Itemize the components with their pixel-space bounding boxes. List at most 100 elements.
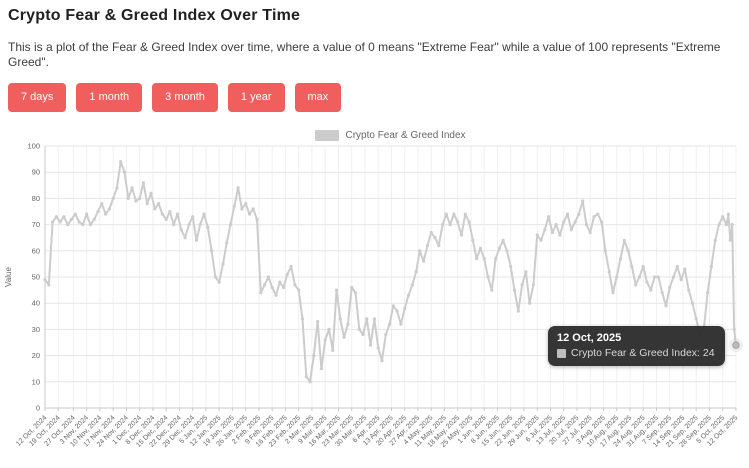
- data-point-marker: [698, 333, 702, 337]
- last-point-marker[interactable]: [732, 341, 740, 350]
- data-point-marker: [463, 212, 467, 216]
- data-point-marker: [300, 317, 305, 321]
- data-point-marker: [721, 215, 725, 219]
- data-point-marker: [584, 223, 589, 227]
- data-point-marker: [331, 348, 335, 353]
- legend-swatch-icon: [315, 130, 340, 142]
- data-point-marker: [607, 270, 611, 274]
- y-tick-label: 80: [32, 194, 40, 203]
- data-point-marker: [251, 207, 255, 211]
- range-button-1-month[interactable]: 1 month: [76, 83, 143, 113]
- data-point-marker: [726, 212, 731, 216]
- data-point-marker: [501, 238, 505, 243]
- data-point-marker: [293, 283, 297, 287]
- data-point-marker: [592, 215, 596, 219]
- data-point-marker: [558, 233, 562, 237]
- data-point-marker: [66, 223, 70, 227]
- range-button-7-days[interactable]: 7 days: [8, 83, 67, 113]
- data-point-marker: [728, 238, 732, 243]
- range-button-max[interactable]: max: [294, 83, 342, 113]
- data-point-marker: [376, 346, 380, 350]
- data-point-marker: [709, 265, 714, 269]
- data-point-marker: [730, 223, 734, 227]
- data-point-marker: [69, 217, 74, 222]
- data-point-marker: [149, 191, 153, 195]
- data-point-marker: [565, 212, 570, 216]
- data-point-marker: [520, 283, 524, 287]
- data-point-marker: [425, 244, 429, 248]
- data-point-marker: [217, 280, 221, 284]
- data-point-marker: [403, 306, 407, 311]
- data-point-marker: [266, 275, 270, 279]
- legend-label: Crypto Fear & Greed Index: [345, 130, 466, 142]
- data-point-marker: [270, 286, 274, 290]
- data-point-marker: [81, 223, 85, 227]
- data-point-marker: [228, 223, 233, 227]
- data-point-marker: [353, 291, 358, 295]
- data-point-marker: [543, 228, 547, 232]
- data-point-marker: [395, 309, 399, 313]
- y-tick-label: 90: [32, 168, 40, 177]
- data-point-marker: [111, 196, 115, 201]
- data-point-marker: [145, 202, 149, 206]
- data-point-marker: [88, 223, 92, 227]
- data-point-marker: [285, 272, 289, 277]
- data-point-marker: [732, 327, 736, 332]
- data-point-marker: [342, 335, 346, 340]
- chart-legend[interactable]: Crypto Fear & Greed Index: [45, 128, 736, 143]
- data-point-marker: [225, 241, 229, 245]
- data-point-marker: [706, 291, 710, 295]
- page: Crypto Fear & Greed Index Over Time This…: [0, 7, 749, 456]
- data-point-marker: [615, 275, 619, 279]
- data-point-marker: [653, 275, 657, 279]
- data-point-marker: [198, 223, 202, 227]
- data-point-marker: [429, 231, 433, 235]
- data-point-marker: [486, 275, 490, 279]
- data-point-marker: [369, 343, 373, 347]
- data-point-marker: [240, 207, 244, 211]
- data-point-marker: [47, 283, 51, 287]
- data-point-marker: [213, 275, 217, 279]
- data-point-marker: [505, 249, 509, 253]
- data-point-marker: [141, 181, 145, 185]
- range-button-1-year[interactable]: 1 year: [227, 83, 285, 113]
- data-point-marker: [569, 228, 573, 232]
- data-point-marker: [191, 215, 195, 219]
- page-title: Crypto Fear & Greed Index Over Time: [8, 7, 301, 24]
- data-point-marker: [160, 212, 164, 216]
- data-point-marker: [603, 249, 608, 253]
- data-point-marker: [562, 220, 566, 224]
- series-line[interactable]: [44, 160, 737, 383]
- data-point-marker: [130, 186, 134, 190]
- data-point-marker: [255, 217, 259, 222]
- data-point-marker: [535, 233, 539, 237]
- data-point-marker: [550, 231, 555, 235]
- data-point-marker: [194, 238, 199, 243]
- data-point-marker: [717, 223, 721, 227]
- y-tick-label: 70: [32, 220, 40, 229]
- data-point-marker: [611, 291, 615, 295]
- data-point-marker: [327, 327, 331, 332]
- data-point-marker: [361, 333, 365, 337]
- data-point-marker: [422, 259, 426, 264]
- data-point-marker: [236, 186, 240, 190]
- data-point-marker: [380, 359, 384, 363]
- data-point-marker: [649, 288, 653, 292]
- data-point-marker: [690, 301, 695, 305]
- y-axis-title: Value: [4, 267, 13, 287]
- data-point-marker: [406, 293, 411, 298]
- range-button-3-month[interactable]: 3 month: [152, 83, 218, 113]
- data-point-marker: [259, 291, 263, 295]
- data-point-marker: [516, 309, 520, 313]
- data-point-marker: [573, 220, 577, 224]
- data-point-marker: [274, 293, 278, 298]
- data-point-marker: [618, 257, 623, 261]
- data-point-marker: [297, 288, 301, 292]
- data-point-marker: [497, 246, 501, 250]
- data-point-marker: [456, 220, 460, 224]
- data-point-marker: [244, 202, 248, 206]
- data-point-marker: [187, 223, 191, 227]
- data-point-marker: [73, 212, 77, 216]
- data-point-marker: [85, 212, 89, 216]
